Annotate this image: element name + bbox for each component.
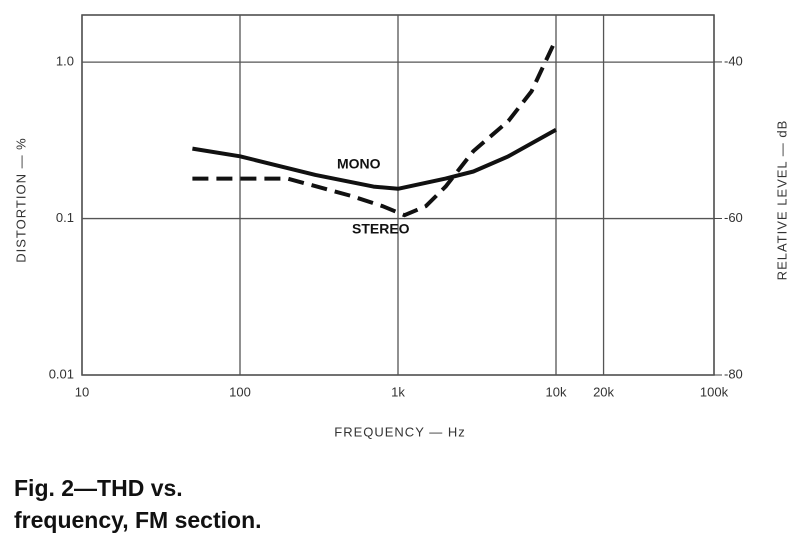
x-axis-label: FREQUENCY — Hz bbox=[334, 424, 466, 439]
x-tick-label: 10k bbox=[546, 384, 567, 399]
y2-axis-label: RELATIVE LEVEL — dB bbox=[774, 120, 789, 281]
x-tick-label: 10 bbox=[75, 384, 89, 399]
caption: frequency, FM section. bbox=[14, 507, 262, 533]
x-tick-label: 1k bbox=[391, 384, 405, 399]
series-label: STEREO bbox=[352, 221, 410, 237]
y2-tick-label: -80 bbox=[724, 366, 743, 381]
series-line bbox=[192, 127, 557, 191]
x-tick-label: 100 bbox=[229, 384, 251, 399]
series-label: MONO bbox=[337, 156, 381, 172]
y2-tick-label: -40 bbox=[724, 53, 743, 68]
caption: Fig. 2—THD vs. bbox=[14, 475, 183, 501]
series-line bbox=[192, 38, 558, 218]
y-tick-label: 0.1 bbox=[56, 210, 74, 225]
y-tick-label: 0.01 bbox=[49, 366, 74, 381]
y2-tick-label: -60 bbox=[724, 210, 743, 225]
y-tick-label: 1.0 bbox=[56, 54, 74, 69]
y-axis-label: DISTORTION — % bbox=[13, 137, 28, 262]
x-tick-label: 100k bbox=[700, 384, 729, 399]
x-tick-label: 20k bbox=[593, 384, 614, 399]
